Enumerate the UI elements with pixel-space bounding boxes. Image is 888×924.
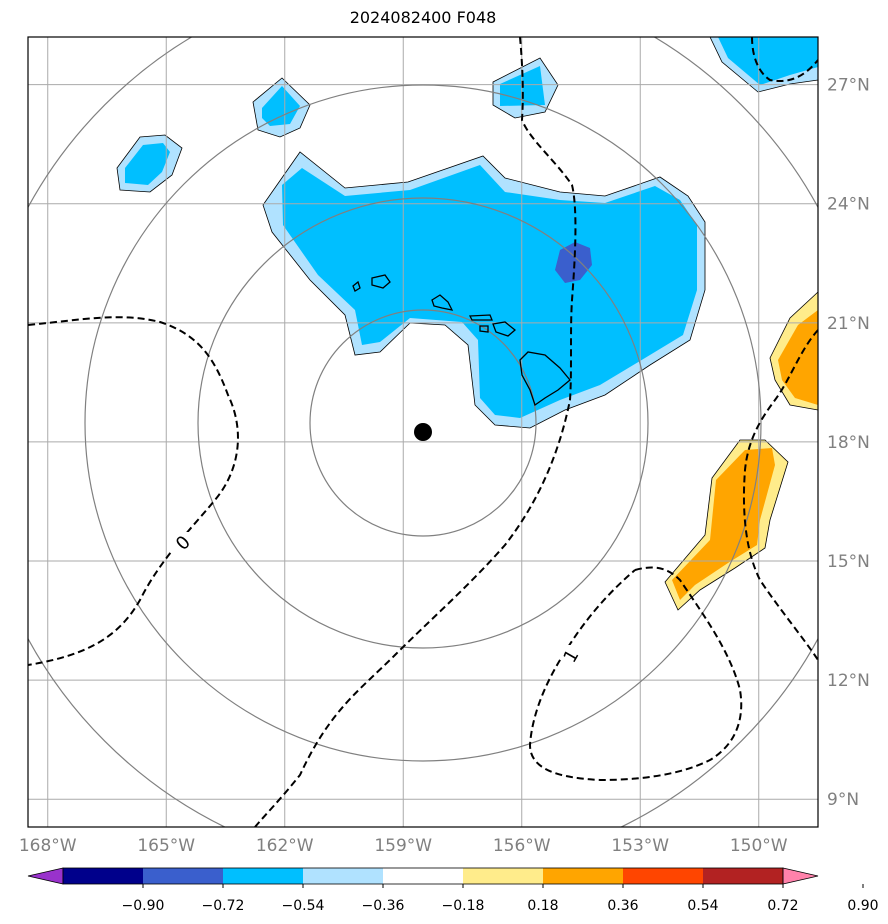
latitude-label: 18°N <box>827 433 870 453</box>
longitude-label: 153°W <box>611 836 669 856</box>
colorbar-extend-min <box>27 867 64 885</box>
map-area: 0 1 <box>28 37 818 827</box>
longitude-labels: 168°W 165°W 162°W 159°W 156°W 153°W 150°W <box>19 836 788 856</box>
colorbar-segment <box>623 868 704 884</box>
colorbar-segment <box>383 868 464 884</box>
negative-anomaly-core <box>282 165 697 418</box>
colorbar-tick-label: −0.72 <box>202 898 245 914</box>
positive-anomaly-band-core <box>672 448 775 600</box>
contour-northeast <box>751 37 818 82</box>
island-lanai <box>479 325 489 333</box>
colorbar-ticks: −0.90 −0.72 −0.54 −0.36 −0.18 0.18 0.36 0.54 0.7… <box>122 884 879 914</box>
latitude-label: 27°N <box>827 76 870 96</box>
contour-lines <box>28 37 818 827</box>
contour-east <box>742 329 818 661</box>
contour-zero-west <box>28 316 239 666</box>
negative-patch-west-core <box>125 143 170 185</box>
map-title: 2024082400 F048 <box>349 8 497 27</box>
island-big-island <box>519 351 571 407</box>
latitude-label: 15°N <box>827 552 870 572</box>
latitude-labels: 27°N 24°N 21°N 18°N 15°N 12°N 9°N <box>827 76 870 811</box>
range-rings <box>28 37 818 827</box>
colorbar-tick-label: 0.90 <box>847 898 878 914</box>
colorbar-segment <box>703 868 784 884</box>
latitude-label: 9°N <box>827 790 859 810</box>
island-niihau <box>352 280 361 292</box>
storm-center-marker <box>414 423 432 441</box>
colorbar-segment <box>543 868 624 884</box>
coastlines <box>352 274 571 407</box>
longitude-label: 156°W <box>493 836 551 856</box>
contour-zero-central <box>254 37 577 827</box>
colorbar-tick-label: −0.54 <box>282 898 325 914</box>
island-oahu <box>431 294 454 311</box>
colorbar-segment <box>223 868 304 884</box>
colorbar-tick-label: 0.54 <box>687 898 718 914</box>
colorbar-tick-label: 0.36 <box>607 898 638 914</box>
island-kauai <box>371 274 391 289</box>
colorbar-tick-label: −0.90 <box>122 898 165 914</box>
colorbar-segment <box>463 868 544 884</box>
contour-label-one-group: 1 <box>559 645 583 666</box>
anomaly-fills <box>117 37 818 610</box>
negative-patch-top-right-core <box>718 37 818 85</box>
colorbar-tick-label: −0.36 <box>362 898 405 914</box>
negative-patch-north-core <box>262 86 300 126</box>
latitude-label: 21°N <box>827 314 870 334</box>
longitude-label: 165°W <box>137 836 195 856</box>
latitude-label: 12°N <box>827 671 870 691</box>
positive-anomaly-east-core <box>778 310 818 405</box>
contour-one-south <box>528 566 743 782</box>
latitude-label: 24°N <box>827 195 870 215</box>
island-molokai <box>468 314 493 321</box>
fill-outlines <box>116 37 818 611</box>
longitude-label: 168°W <box>19 836 77 856</box>
map-frame <box>27 36 819 828</box>
colorbar-tick-label: 0.72 <box>767 898 798 914</box>
longitude-label: 159°W <box>374 836 432 856</box>
contour-label-zero-group: 0 <box>172 532 195 555</box>
colorbar-segment <box>143 868 224 884</box>
island-maui <box>492 321 517 337</box>
colorbar-segment <box>63 868 144 884</box>
colorbar <box>27 867 819 885</box>
colorbar-extend-max <box>782 867 819 885</box>
colorbar-segment <box>303 868 384 884</box>
longitude-label: 150°W <box>730 836 788 856</box>
colorbar-tick-label: 0.18 <box>527 898 558 914</box>
colorbar-frame <box>62 867 784 885</box>
longitude-label: 162°W <box>256 836 314 856</box>
colorbar-tick-label: −0.18 <box>442 898 485 914</box>
